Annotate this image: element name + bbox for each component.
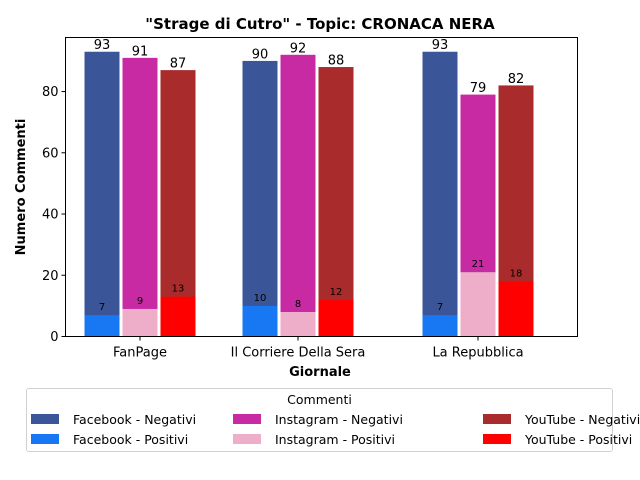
bar-il-corriere-della-sera-facebook-positivi bbox=[242, 305, 278, 337]
x-axis-label: Giornale bbox=[289, 365, 351, 380]
bar-fanpage-instagram-positivi bbox=[122, 308, 158, 337]
data-label-il-corriere-della-sera-facebook-positivi: 10 bbox=[254, 293, 267, 304]
data-label-fanpage-facebook-positivi: 7 bbox=[99, 302, 105, 313]
x-tick-label-fanpage: FanPage bbox=[113, 346, 167, 361]
data-label-la-repubblica-facebook-negativi: 93 bbox=[432, 38, 449, 53]
bar-fanpage-facebook-positivi bbox=[84, 315, 120, 337]
bar-la-repubblica-instagram-positivi bbox=[460, 272, 496, 337]
data-label-il-corriere-della-sera-instagram-positivi: 8 bbox=[295, 299, 301, 310]
bar-il-corriere-della-sera-facebook-negativi bbox=[242, 60, 278, 337]
data-label-fanpage-instagram-positivi: 9 bbox=[137, 296, 143, 307]
legend-label: Instagram - Positivi bbox=[275, 431, 396, 447]
bar-fanpage-facebook-negativi bbox=[84, 51, 120, 337]
y-tick-label: 40 bbox=[42, 208, 59, 223]
plot-area-frame bbox=[65, 37, 578, 337]
data-label-la-repubblica-instagram-positivi: 21 bbox=[472, 259, 485, 270]
data-label-la-repubblica-youtube-positivi: 18 bbox=[510, 268, 523, 279]
chart-title: "Strage di Cutro" - Topic: CRONACA NERA bbox=[145, 15, 495, 33]
bar-fanpage-youtube-negativi bbox=[160, 70, 196, 337]
bar-fanpage-instagram-negativi bbox=[122, 57, 158, 337]
legend-swatch bbox=[233, 414, 261, 424]
data-label-fanpage-youtube-negativi: 87 bbox=[170, 57, 187, 72]
y-tick-label: 60 bbox=[42, 146, 59, 161]
legend-item-youtube-positivi: YouTube - Positivi bbox=[483, 431, 632, 447]
legend: Commenti Facebook - Negativi Facebook - P… bbox=[26, 388, 640, 452]
legend-swatch bbox=[483, 414, 511, 424]
legend-label: Facebook - Negativi bbox=[73, 411, 197, 427]
data-label-la-repubblica-facebook-positivi: 7 bbox=[437, 302, 443, 313]
y-axis: 0 20 40 60 80 bbox=[42, 85, 66, 345]
legend-item-youtube-negativi: YouTube - Negativi bbox=[483, 411, 640, 427]
legend-item-instagram-negativi: Instagram - Negativi bbox=[233, 411, 403, 427]
legend-label: Instagram - Negativi bbox=[275, 411, 403, 427]
bar-la-repubblica-facebook-positivi bbox=[422, 315, 458, 337]
bar-il-corriere-della-sera-youtube-positivi bbox=[318, 299, 354, 337]
y-axis-label: Numero Commenti bbox=[14, 119, 29, 256]
data-label-la-repubblica-instagram-negativi: 79 bbox=[470, 81, 487, 96]
x-axis: FanPage Il Corriere Della Sera La Repubbli… bbox=[113, 336, 524, 361]
bars-layer bbox=[84, 51, 534, 337]
x-tick-label-il-corriere-della-sera: Il Corriere Della Sera bbox=[231, 346, 366, 361]
y-tick-label: 0 bbox=[50, 330, 58, 345]
data-label-fanpage-instagram-negativi: 91 bbox=[132, 44, 149, 59]
bar-la-repubblica-facebook-negativi bbox=[422, 51, 458, 337]
bar-la-repubblica-youtube-positivi bbox=[498, 281, 534, 337]
bar-il-corriere-della-sera-instagram-positivi bbox=[280, 312, 316, 337]
data-label-il-corriere-della-sera-instagram-negativi: 92 bbox=[290, 41, 307, 56]
data-label-fanpage-youtube-positivi: 13 bbox=[172, 284, 185, 295]
bar-il-corriere-della-sera-youtube-negativi bbox=[318, 67, 354, 337]
data-label-il-corriere-della-sera-facebook-negativi: 90 bbox=[252, 47, 269, 62]
legend-swatch bbox=[483, 434, 511, 444]
legend-title: Commenti bbox=[287, 392, 352, 407]
legend-item-instagram-positivi: Instagram - Positivi bbox=[233, 431, 395, 447]
bar-fanpage-youtube-positivi bbox=[160, 296, 196, 337]
y-tick-label: 20 bbox=[42, 269, 59, 284]
legend-item-facebook-positivi: Facebook - Positivi bbox=[31, 431, 188, 447]
legend-swatch bbox=[31, 434, 59, 444]
data-label-la-repubblica-youtube-negativi: 82 bbox=[508, 72, 525, 87]
data-label-fanpage-facebook-negativi: 93 bbox=[94, 38, 111, 53]
x-tick-label-la-repubblica: La Repubblica bbox=[432, 346, 523, 361]
legend-item-facebook-negativi: Facebook - Negativi bbox=[31, 411, 196, 427]
legend-label: YouTube - Positivi bbox=[525, 431, 633, 447]
legend-label: YouTube - Negativi bbox=[525, 411, 640, 427]
y-tick-label: 80 bbox=[42, 85, 59, 100]
legend-swatch bbox=[31, 414, 59, 424]
bar-il-corriere-della-sera-instagram-negativi bbox=[280, 54, 316, 337]
legend-swatch bbox=[233, 434, 261, 444]
legend-label: Facebook - Positivi bbox=[73, 431, 189, 447]
data-label-il-corriere-della-sera-youtube-negativi: 88 bbox=[328, 54, 345, 69]
data-label-il-corriere-della-sera-youtube-positivi: 12 bbox=[330, 287, 343, 298]
